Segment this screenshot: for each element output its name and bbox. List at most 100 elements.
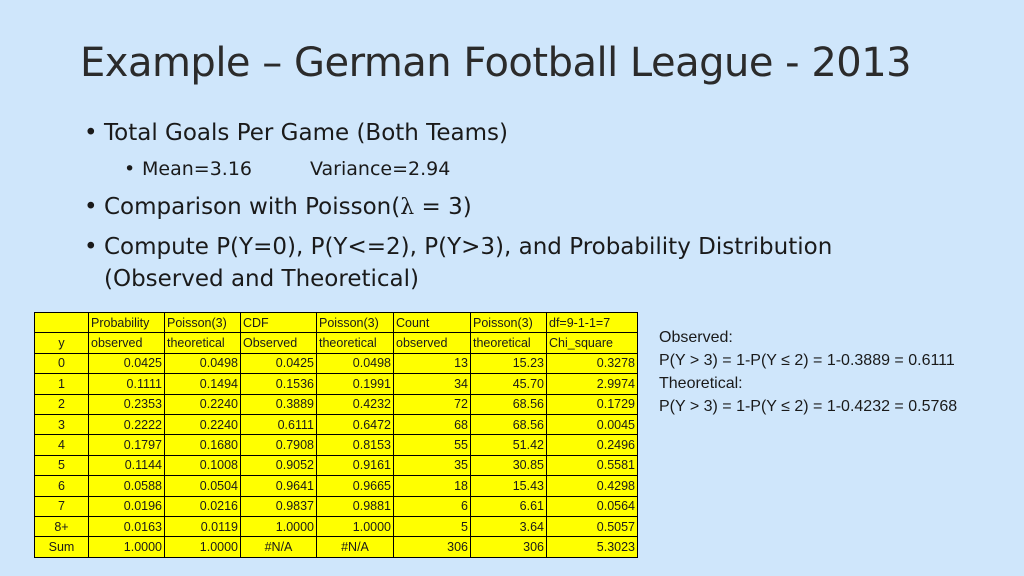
table-cell: 55	[393, 434, 471, 456]
table-cell: 15.23	[470, 352, 547, 375]
table-cell: 0.0425	[88, 352, 165, 375]
table-row: Sum 1.0000 1.0000 #N/A #N/A 306 306 5.3023	[34, 536, 638, 558]
probability-summary: Observed: P(Y > 3) = 1-P(Y ≤ 2) = 1-0.38…	[659, 326, 957, 418]
table-row: 2 0.2353 0.2240 0.3889 0.4232 72 68.56 0.1729	[34, 393, 638, 415]
table-cell: 6.61	[470, 495, 547, 517]
table-cell: 2.9974	[546, 373, 638, 395]
table-cell: 0.0045	[546, 413, 638, 436]
table-cell: 8+	[34, 515, 89, 538]
table-cell: 0.0425	[240, 352, 317, 375]
table-cell: 5	[393, 515, 471, 538]
bullet-total-goals-text: Total Goals Per Game (Both Teams)	[104, 120, 508, 146]
table-cell: 0.9161	[316, 454, 394, 477]
table-cell: 0.1008	[164, 454, 241, 477]
table-cell: 15.43	[470, 475, 547, 497]
table-cell: 5	[34, 454, 89, 477]
table-row: 4 0.1797 0.1680 0.7908 0.8153 55 51.42 0.2496	[34, 434, 638, 456]
bullet-compute-line1: Compute P(Y=0), P(Y<=2), P(Y>3), and Pro…	[104, 234, 833, 260]
table-cell: 0.6472	[316, 413, 394, 436]
table-cell: 0.0216	[164, 495, 241, 517]
table-cell: 3.64	[470, 515, 547, 538]
table-row: 7 0.0196 0.0216 0.9837 0.9881 6 6.61 0.0564	[34, 495, 638, 517]
table-cell: 0.9665	[316, 475, 394, 497]
table-cell: 51.42	[470, 434, 547, 456]
table-cell: 0.2240	[164, 393, 241, 415]
distribution-table: Probability Poisson(3) CDF Poisson(3) Count P…	[34, 311, 638, 558]
table-cell: 0.2222	[88, 413, 165, 436]
table-cell: 0.0498	[164, 352, 241, 375]
sub-bullet-stats: • Mean=3.16 Variance=2.94	[84, 154, 884, 184]
table-cell: 0.9881	[316, 495, 394, 517]
table-cell: Probability	[88, 311, 165, 334]
table-cell: 0.5581	[546, 454, 638, 477]
table-cell: 30.85	[470, 454, 547, 477]
table-cell: 0.9641	[240, 475, 317, 497]
table-cell: 18	[393, 475, 471, 497]
table-cell: 13	[393, 352, 471, 375]
table-cell: 4	[34, 434, 89, 456]
table-cell: 0.5057	[546, 515, 638, 538]
table-cell: 0.9052	[240, 454, 317, 477]
observed-label: Observed:	[659, 329, 733, 346]
table-header-row-1: Probability Poisson(3) CDF Poisson(3) Count P…	[34, 311, 638, 334]
table-cell: 0.2240	[164, 413, 241, 436]
table-cell: 0.0564	[546, 495, 638, 517]
bullet-comparison-prefix: Comparison with Poisson(	[104, 194, 401, 220]
table-cell: 0.1536	[240, 373, 317, 395]
bullet-total-goals: Total Goals Per Game (Both Teams)	[84, 116, 884, 150]
table-cell: 5.3023	[546, 536, 638, 558]
table-cell: 1.0000	[240, 515, 317, 538]
table-cell: 0.8153	[316, 434, 394, 456]
table-cell: Poisson(3)	[316, 311, 394, 334]
variance-text: Variance=2.94	[310, 158, 451, 180]
table-cell: 306	[470, 536, 547, 558]
observed-value: P(Y > 3) = 1-P(Y ≤ 2) = 1-0.3889 = 0.611…	[659, 352, 955, 369]
table-cell: theoretical	[316, 332, 394, 354]
table-cell: 7	[34, 495, 89, 517]
table-cell: 72	[393, 393, 471, 415]
bullet-list: Total Goals Per Game (Both Teams) • Mean…	[84, 116, 884, 299]
table-cell: 0.3889	[240, 393, 317, 415]
table-cell: 0.0588	[88, 475, 165, 497]
table-cell: 1.0000	[88, 536, 165, 558]
table-cell: 0.4232	[316, 393, 394, 415]
sub-bullet-dot: •	[124, 158, 136, 180]
table-cell: Sum	[34, 536, 89, 558]
table-cell: 0.7908	[240, 434, 317, 456]
theoretical-label: Theoretical:	[659, 375, 743, 392]
table-row: 5 0.1144 0.1008 0.9052 0.9161 35 30.85 0.5581	[34, 454, 638, 477]
table-cell: 0.1991	[316, 373, 394, 395]
table-cell: 68.56	[470, 413, 547, 436]
table-cell: 0.3278	[546, 352, 638, 375]
table-cell: #N/A	[316, 536, 394, 558]
table-cell: 1.0000	[164, 536, 241, 558]
table-cell: 0.2496	[546, 434, 638, 456]
table-cell: 0.1680	[164, 434, 241, 456]
table-cell: #N/A	[240, 536, 317, 558]
table-cell: 3	[34, 413, 89, 436]
table-header-row-2: y observed theoretical Observed theoretical o…	[34, 332, 638, 354]
table-row: 6 0.0588 0.0504 0.9641 0.9665 18 15.43 0.4298	[34, 475, 638, 497]
table-cell: 0.0498	[316, 352, 394, 375]
mean-text: Mean=3.16	[142, 158, 252, 180]
table-cell: Poisson(3)	[164, 311, 241, 334]
table-cell: Chi_square	[546, 332, 638, 354]
table-cell: theoretical	[164, 332, 241, 354]
table-cell: 0.9837	[240, 495, 317, 517]
table-cell: 0.1797	[88, 434, 165, 456]
table-cell: CDF	[240, 311, 317, 334]
table-cell: 34	[393, 373, 471, 395]
table-cell: theoretical	[470, 332, 547, 354]
table-cell: 0.0196	[88, 495, 165, 517]
table-cell: 45.70	[470, 373, 547, 395]
table-cell: 68	[393, 413, 471, 436]
table-row: 8+ 0.0163 0.0119 1.0000 1.0000 5 3.64 0.5057	[34, 515, 638, 538]
table-cell: 1	[34, 373, 89, 395]
table-row: 1 0.1111 0.1494 0.1536 0.1991 34 45.70 2.9974	[34, 373, 638, 395]
table-cell: observed	[393, 332, 471, 354]
table-cell: 0.1111	[88, 373, 165, 395]
table-cell: 0.0163	[88, 515, 165, 538]
table-cell: 0.1144	[88, 454, 165, 477]
table-cell: 0.0504	[164, 475, 241, 497]
table-cell: 6	[393, 495, 471, 517]
